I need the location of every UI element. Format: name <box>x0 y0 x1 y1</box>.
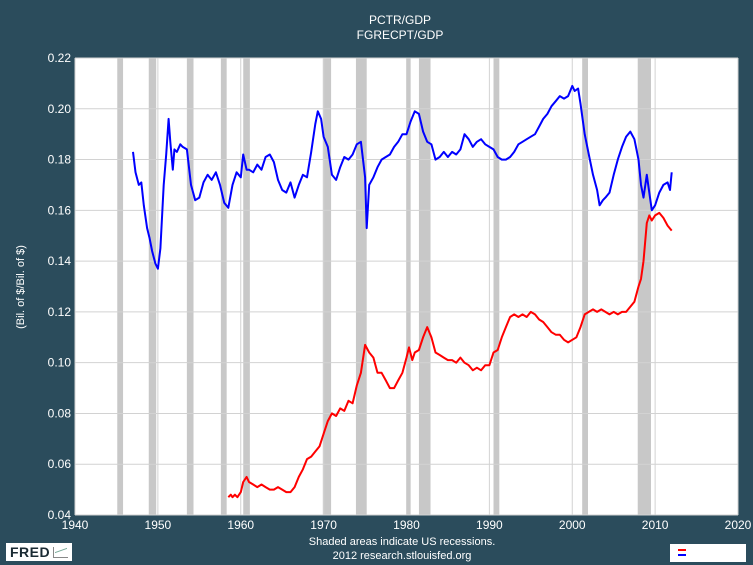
recession-band <box>637 58 651 515</box>
y-axis-label: (Bil. of $/Bil. of $) <box>15 245 27 329</box>
recession-band <box>493 58 500 515</box>
y-tick-label: 0.20 <box>48 102 72 116</box>
legend-swatch-blue <box>678 554 686 556</box>
recession-band <box>355 58 367 515</box>
recession-band <box>322 58 332 515</box>
y-tick-label: 0.18 <box>48 153 72 167</box>
recession-band <box>117 58 124 515</box>
x-tick-label: 1940 <box>62 518 89 532</box>
footer-source: 2012 research.stlouisfed.org <box>333 550 472 562</box>
x-tick-label: 2020 <box>725 518 752 532</box>
legend-swatch-red <box>678 549 686 551</box>
y-tick-label: 0.14 <box>48 254 72 268</box>
x-tick-label: 2000 <box>559 518 586 532</box>
recession-band <box>148 58 157 515</box>
x-tick-label: 1970 <box>310 518 337 532</box>
y-tick-label: 0.16 <box>48 203 72 217</box>
legend <box>670 544 746 562</box>
mini-graph-icon <box>53 547 69 558</box>
grid-lines <box>74 57 739 516</box>
series-line-2 <box>227 211 673 499</box>
y-tick-label: 0.04 <box>48 508 72 522</box>
recession-band <box>406 58 411 515</box>
y-tick-label: 0.22 <box>48 51 72 65</box>
x-tick-label: 1990 <box>476 518 503 532</box>
x-tick-label: 2010 <box>642 518 669 532</box>
y-tick-label: 0.06 <box>48 457 72 471</box>
y-tick-label: 0.12 <box>48 305 72 319</box>
y-tick-label: 0.10 <box>48 356 72 370</box>
fred-logo-text: FRED <box>10 544 51 560</box>
chart-title: PCTR/GDP <box>369 13 431 27</box>
x-tick-label: 1960 <box>227 518 254 532</box>
fred-logo[interactable]: FRED <box>6 543 73 561</box>
recession-band <box>418 58 431 515</box>
chart-subtitle: FGRECPT/GDP <box>357 28 444 42</box>
recession-shading <box>117 58 651 515</box>
series-line-1 <box>132 84 673 270</box>
series-lines <box>132 84 673 499</box>
y-tick-label: 0.08 <box>48 406 72 420</box>
footer-recession-note: Shaded areas indicate US recessions. <box>309 536 496 548</box>
x-tick-label: 1980 <box>393 518 420 532</box>
recession-band <box>186 58 194 515</box>
recession-band <box>220 58 227 515</box>
y-axis-ticks: 0.04 0.06 0.08 0.10 0.12 0.14 0.16 0.18 0.20 0.22 <box>48 51 72 522</box>
x-tick-label: 1950 <box>145 518 172 532</box>
recession-band <box>243 58 250 515</box>
recession-band <box>582 58 588 515</box>
x-axis-ticks: 1940 1950 1960 1970 1980 1990 2000 2010 2020 <box>62 518 752 532</box>
